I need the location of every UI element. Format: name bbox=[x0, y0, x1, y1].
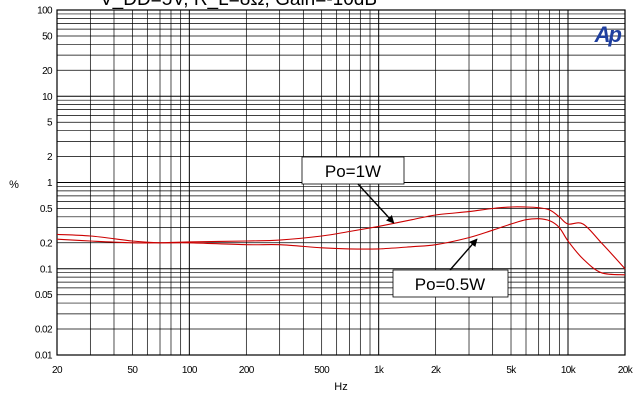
callouts: Po=1W Po=0.5W bbox=[301, 156, 509, 298]
x-tick-label: 100 bbox=[182, 365, 198, 376]
y-tick-label: 0.02 bbox=[35, 325, 53, 336]
callout-po-0-5w: Po=0.5W bbox=[392, 238, 509, 298]
ap-logo-text: Ap bbox=[594, 22, 622, 47]
y-tick-label: 100 bbox=[37, 6, 53, 17]
x-tick-labels: 20 50 100 200 500 1k 2k 5k 10k 20k bbox=[52, 365, 634, 376]
x-tick-label: 20 bbox=[52, 365, 63, 376]
y-tick-label: 5 bbox=[47, 118, 53, 129]
chart-title: V_DD=5V, R_L=8Ω, Gain=-10dB bbox=[100, 0, 377, 10]
y-tick-label: 0.01 bbox=[35, 351, 53, 362]
plot-frame bbox=[56, 9, 626, 356]
chart-title-group: V_DD=5V, R_L=8Ω, Gain=-10dB bbox=[100, 0, 377, 10]
y-axis-label: % bbox=[9, 179, 19, 191]
series-group bbox=[56, 206, 626, 276]
y-tick-label: 0.2 bbox=[40, 238, 53, 249]
x-tick-label: 2k bbox=[431, 365, 442, 376]
x-tick-label: 1k bbox=[374, 365, 385, 376]
y-tick-labels: 100 50 20 10 5 2 1 0.5 0.2 0.1 0.05 0.02 0.01 bbox=[35, 6, 54, 362]
y-tick-label: 1 bbox=[47, 178, 53, 189]
x-tick-label: 500 bbox=[314, 365, 330, 376]
x-tick-label: 20k bbox=[618, 365, 634, 376]
callout-box bbox=[301, 156, 405, 185]
x-tick-label: 50 bbox=[127, 365, 138, 376]
x-tick-label: 5k bbox=[506, 365, 517, 376]
series-line-po-0-5w bbox=[56, 218, 626, 276]
callout-box bbox=[392, 269, 509, 298]
y-tick-label: 0.1 bbox=[40, 264, 53, 275]
callout-label: Po=0.5W bbox=[415, 275, 485, 294]
y-tick-label: 10 bbox=[42, 92, 53, 103]
y-tick-label: 0.5 bbox=[40, 204, 53, 215]
callout-po-1w: Po=1W bbox=[301, 156, 405, 224]
y-tick-label: 20 bbox=[42, 66, 53, 77]
y-tick-label: 50 bbox=[42, 31, 53, 42]
y-tick-label: 0.05 bbox=[35, 290, 53, 301]
callout-label: Po=1W bbox=[325, 162, 381, 181]
axis-labels: Hz% bbox=[9, 179, 348, 393]
x-axis-label: Hz bbox=[334, 381, 347, 393]
x-tick-label: 200 bbox=[239, 365, 255, 376]
callout-arrow bbox=[449, 238, 478, 271]
callout-arrow bbox=[357, 183, 395, 224]
x-tick-label: 10k bbox=[561, 365, 577, 376]
y-tick-label: 2 bbox=[47, 152, 53, 163]
series-line-po-1w bbox=[56, 206, 626, 270]
ap-logo: Ap bbox=[594, 22, 624, 47]
